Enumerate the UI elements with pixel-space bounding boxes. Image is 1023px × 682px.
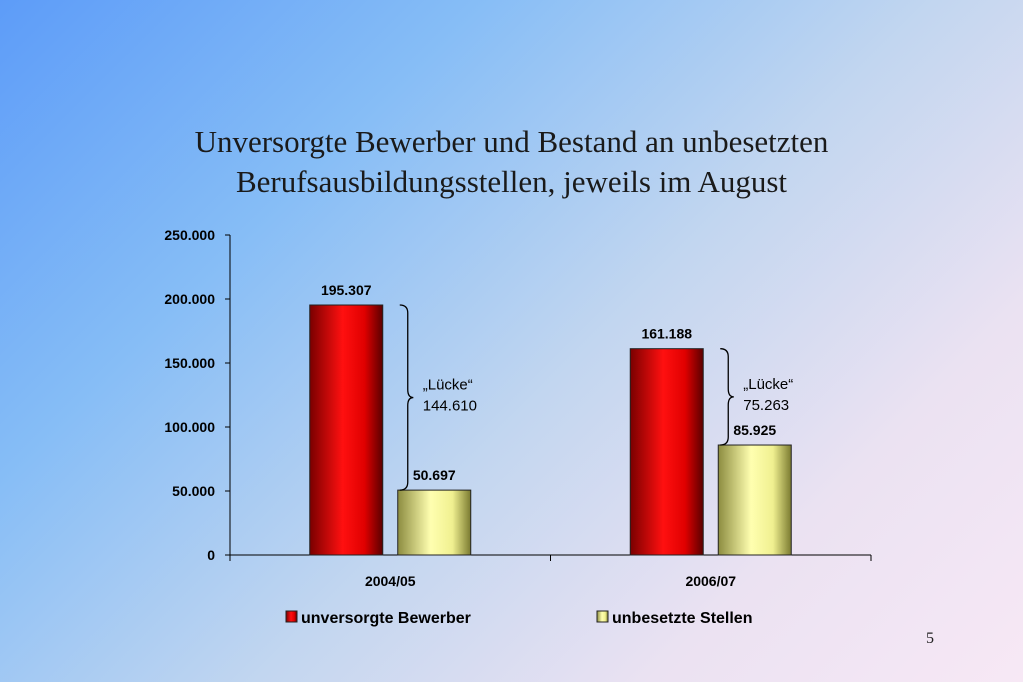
gap-brace: [399, 304, 414, 491]
legend-label: unversorgte Bewerber: [301, 610, 471, 627]
x-tick-label: 2004/05: [365, 573, 416, 589]
chart-title-line-1: Unversorgte Bewerber und Bestand an unbe…: [194, 124, 829, 159]
gap-label-value: 75.263: [743, 397, 789, 414]
data-label: 50.697: [413, 467, 456, 483]
y-tick-label: 100.000: [164, 419, 215, 435]
bar: [309, 304, 384, 556]
data-label: 161.188: [641, 326, 692, 342]
bar: [397, 489, 472, 556]
x-tick-label: 2006/07: [685, 573, 736, 589]
chart-title-line-2: Berufsausbildungsstellen, jeweils im Aug…: [235, 164, 788, 199]
bars: [309, 304, 792, 556]
gap-brace: [720, 348, 734, 446]
y-tick-label: 250.000: [164, 227, 215, 243]
y-tick-label: 0: [207, 547, 215, 563]
chart-title: Unversorgte Bewerber und Bestand an unbe…: [0, 122, 1023, 202]
page-number: 5: [926, 630, 934, 647]
data-label: 195.307: [321, 282, 372, 298]
data-label: 85.925: [733, 422, 776, 438]
gap-label-title: „Lücke“: [423, 377, 473, 394]
bar: [717, 444, 792, 556]
legend-swatch: [596, 610, 609, 623]
legend: unversorgte Bewerber unbesetzte Stellen: [285, 610, 752, 627]
bar: [629, 348, 704, 556]
legend-swatch: [285, 610, 298, 623]
legend-label: unbesetzte Stellen: [612, 610, 752, 627]
y-tick-label: 50.000: [172, 483, 215, 499]
axes: 0 50.000 100.000 150.000 200.000 250.000 2004/…: [164, 227, 872, 589]
y-tick-label: 150.000: [164, 355, 215, 371]
gap-label-title: „Lücke“: [743, 376, 793, 393]
y-tick-label: 200.000: [164, 291, 215, 307]
gap-annotations: „Lücke“ 144.610 „Lücke“ 75.263: [399, 304, 793, 491]
data-labels: 195.307 50.697 161.188 85.925: [321, 282, 776, 483]
gap-label-value: 144.610: [423, 398, 477, 415]
